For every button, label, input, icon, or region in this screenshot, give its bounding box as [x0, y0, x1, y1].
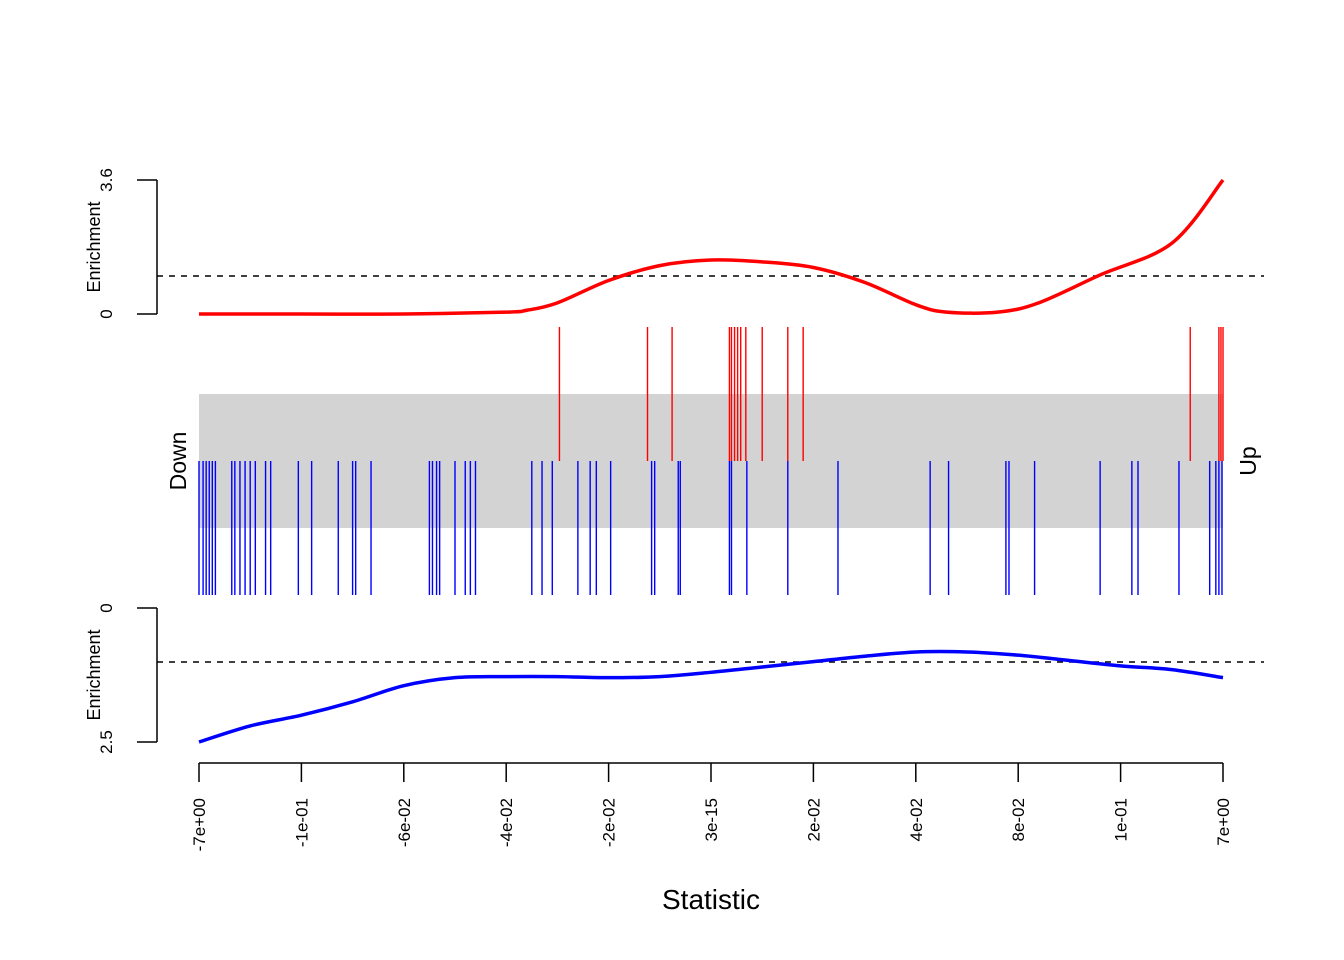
up-y-label: Enrichment: [84, 201, 104, 292]
x-tick-label: -1e-01: [292, 798, 311, 847]
barcode-band: [199, 394, 1223, 528]
down-y-axis: 0 2.5 Enrichment: [84, 603, 158, 754]
down-side-label: Down: [165, 432, 191, 491]
x-tick-label: 3e-15: [702, 798, 721, 841]
x-tick-label: 4e-02: [907, 798, 926, 841]
x-tick-label: 1e-01: [1112, 798, 1131, 841]
x-tick-label: -7e+00: [190, 798, 209, 851]
x-tick-label: -2e-02: [600, 798, 619, 847]
down-enrichment-curve: [198, 649, 1224, 744]
x-axis-title: Statistic: [662, 884, 760, 915]
up-y-axis: 3.6 0 Enrichment: [84, 168, 158, 319]
down-barcode-lines: [198, 461, 1223, 595]
x-tick-label: 7e+00: [1214, 798, 1233, 846]
x-tick-label: 8e-02: [1009, 798, 1028, 841]
x-tick-label: -6e-02: [395, 798, 414, 847]
x-tick-label: 2e-02: [804, 798, 823, 841]
up-enrichment-curve: [199, 178, 1225, 316]
enrichment-curves: [198, 178, 1225, 744]
up-barcode-lines: [558, 327, 1224, 461]
up-side-label: Up: [1235, 446, 1261, 475]
down-y-tick-top: 0: [97, 603, 116, 612]
up-y-tick-bottom: 0: [97, 309, 116, 318]
x-axis: -7e+00 -1e-01 -6e-02 -4e-02 -2e-02 3e-15 2e-02…: [190, 762, 1233, 851]
up-y-tick-top: 3.6: [97, 168, 116, 192]
x-tick-label: -4e-02: [497, 798, 516, 847]
down-y-label: Enrichment: [84, 629, 104, 720]
down-y-tick-bottom: 2.5: [97, 730, 116, 754]
